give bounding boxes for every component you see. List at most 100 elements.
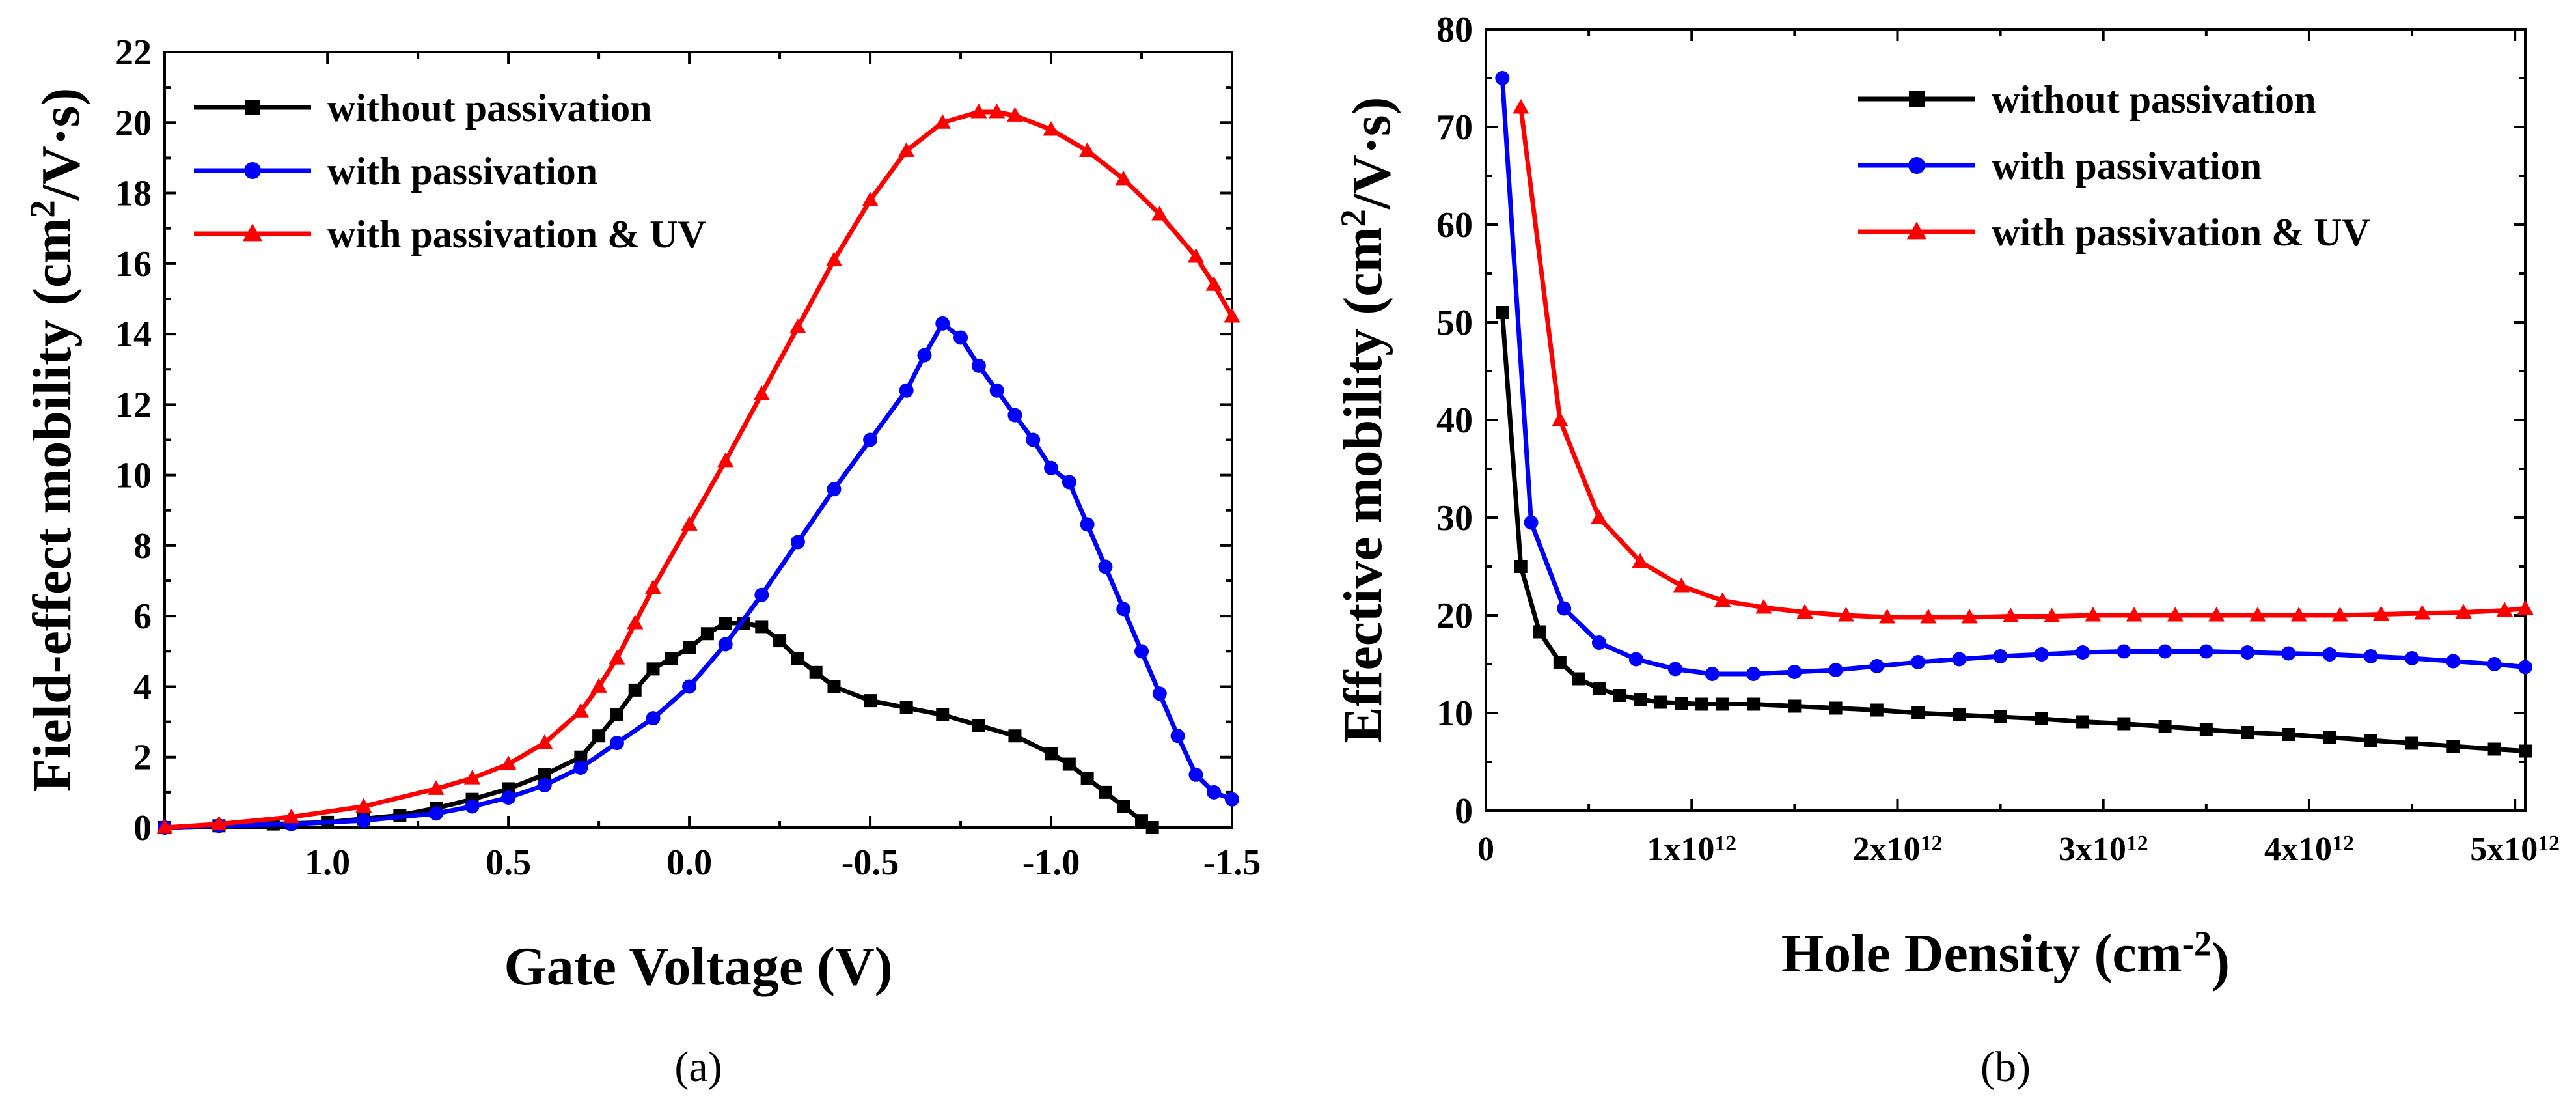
data-point (898, 142, 915, 158)
data-point (2282, 728, 2295, 741)
data-point (754, 587, 769, 602)
y-tick-label: 6 (133, 596, 152, 637)
series-line (164, 621, 1154, 830)
data-point (989, 104, 1006, 119)
legend: without passivation with passivation with … (194, 87, 706, 256)
data-point (1787, 665, 1802, 679)
data-point (1591, 635, 1606, 650)
data-point (1869, 659, 1884, 673)
series-line (1500, 312, 2526, 753)
legend: without passivation with passivation with … (1858, 78, 2370, 254)
data-point (862, 191, 879, 206)
data-point (1705, 667, 1720, 681)
data-point (1714, 592, 1731, 607)
data-point (538, 768, 551, 781)
data-point (1654, 695, 1667, 709)
data-point (1961, 608, 1978, 624)
data-point (825, 251, 843, 266)
data-point (2519, 744, 2532, 758)
y-tick-label: 14 (115, 314, 152, 355)
data-point (1116, 602, 1131, 617)
data-point (1187, 247, 1205, 263)
data-point (537, 778, 552, 793)
data-point (1008, 729, 1022, 743)
data-point (1591, 509, 1608, 524)
series-1 (158, 316, 1239, 835)
data-point (717, 452, 734, 468)
data-point (917, 348, 932, 363)
data-point (791, 652, 804, 665)
data-point (1628, 652, 1643, 667)
data-point (2076, 715, 2090, 729)
data-point (1099, 785, 1112, 799)
data-point (590, 678, 607, 693)
y-tick-label: 8 (133, 526, 152, 566)
data-point (1747, 697, 1761, 711)
data-point (2117, 717, 2131, 731)
data-point (1634, 693, 1647, 706)
data-point (628, 683, 642, 697)
data-point (210, 815, 227, 831)
x-tick-label: 1x1012 (1647, 831, 1736, 868)
y-tick-label: 2 (133, 738, 152, 778)
data-point (2002, 607, 2020, 622)
data-point (2363, 649, 2378, 663)
data-point (1151, 206, 1168, 221)
data-point (1953, 708, 1966, 721)
data-point (1553, 656, 1567, 669)
x-tick-label: 3x1012 (2059, 831, 2148, 868)
y-tick-label: 20 (1436, 596, 1473, 636)
panel-a: 0 2 4 6 8 10 12 14 16 18 20 22 1.0 0.5 0.0 -0.5 -1.0 -1.5… (22, 33, 1261, 1091)
data-point (646, 711, 661, 726)
data-point (1115, 170, 1132, 186)
y-axis-title: Effective mobility (cm2/V·s) (1333, 96, 1402, 743)
data-point (574, 750, 588, 764)
data-point (156, 818, 173, 834)
x-tick-label: 0.5 (486, 843, 531, 883)
data-point (1879, 608, 1896, 624)
data-point (682, 679, 697, 694)
panel-label: (a) (674, 1043, 722, 1091)
data-point (1675, 697, 1688, 710)
panel-label: (b) (1980, 1043, 2031, 1091)
data-point (1911, 655, 1926, 669)
y-tick-label: 10 (1436, 693, 1473, 734)
data-point (899, 383, 914, 398)
x-tick-label: 0 (1477, 831, 1494, 868)
data-point (2034, 647, 2049, 662)
data-point (2455, 604, 2472, 619)
data-point (755, 620, 769, 634)
x-axis-title: Gate Voltage (V) (504, 936, 892, 997)
data-point (1716, 697, 1729, 711)
data-point (2158, 720, 2172, 733)
data-point (536, 734, 553, 749)
data-point (1062, 757, 1076, 771)
data-point (1920, 608, 1937, 624)
data-point (1496, 306, 1509, 319)
data-point (282, 808, 300, 824)
legend-marker (245, 100, 260, 115)
data-point (1513, 98, 1529, 114)
data-point (1746, 667, 1761, 681)
data-point (718, 637, 733, 652)
data-point (2117, 644, 2131, 659)
data-point (700, 627, 714, 641)
data-point (2076, 645, 2090, 660)
x-tick-label: 4x1012 (2264, 831, 2354, 868)
data-point (2208, 606, 2225, 622)
data-point (646, 662, 660, 676)
legend-label: without passivation (1992, 78, 2316, 121)
data-point (1911, 706, 1925, 719)
plot-frame (163, 51, 1233, 829)
data-point (2035, 712, 2048, 725)
data-point (934, 114, 951, 129)
data-point (1062, 475, 1076, 490)
data-point (2446, 654, 2461, 669)
data-point (972, 719, 985, 733)
series-2 (1513, 98, 2534, 624)
data-point (355, 798, 372, 813)
series-0 (158, 617, 1159, 834)
data-point (609, 736, 624, 751)
data-point (1952, 652, 1967, 667)
data-point (1207, 785, 1222, 800)
